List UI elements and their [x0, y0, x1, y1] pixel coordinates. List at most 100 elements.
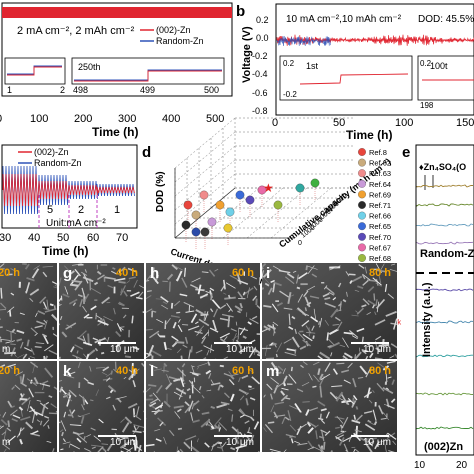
reference-sphere	[225, 207, 235, 217]
sem-panel-letter: k	[63, 363, 72, 380]
panel-c-xtick-60: 60	[87, 232, 99, 244]
reference-sphere	[235, 190, 245, 200]
sem-scale-bar	[98, 435, 136, 437]
panel-c-xtick-70: 70	[116, 232, 128, 244]
panel-e-letter: e	[402, 144, 410, 161]
panel-e-peak-label: ♦Zn₄SO₄(O	[419, 162, 466, 172]
panel-b-xtick-0: 0	[272, 117, 278, 129]
legend-label: Ref.8	[369, 148, 387, 157]
panel-b-inset-1-tick-bottom: -0.2	[283, 90, 297, 99]
sem-time-label: 20 h	[0, 267, 21, 279]
panel-a-xtick-100: 100	[30, 113, 48, 125]
panel-b-ytick-5: -0.6	[252, 88, 268, 98]
panel-c-legend-1: (002)-Zn	[34, 147, 69, 157]
panel-b-inset-1	[279, 55, 413, 101]
panel-a-voltage-band	[2, 7, 232, 18]
reference-sphere	[295, 183, 305, 193]
panel-c-rate-1: 1	[114, 204, 120, 216]
sem-time-label: 40 h	[115, 267, 138, 279]
panel-a-inset-left-tick-1: 1	[7, 85, 12, 95]
reference-sphere	[223, 223, 233, 233]
panel-b-ytick-3: -0.2	[252, 51, 268, 61]
xrd-trace	[416, 288, 474, 292]
panel-a-inset-right-tick-3: 500	[204, 85, 219, 95]
panel-e-random-label: Random-Z	[420, 248, 474, 260]
sem-scale-label: 10 μm	[226, 344, 254, 355]
sem-scale-label: 10 μm	[363, 344, 391, 355]
panel-a-inset-left-tick-2: 2	[60, 85, 65, 95]
legend-sphere	[358, 179, 366, 188]
xrd-trace	[416, 426, 474, 430]
panel-c: (002)-Zn Random-Zn 5 2 1 Unit:mA cm⁻² 30…	[0, 144, 138, 258]
panel-b-xtick-50: 50	[333, 117, 345, 129]
legend-label: Ref.66	[369, 212, 391, 221]
sem-scale-label: m	[2, 344, 11, 355]
panel-a-inset-right-tick-2: 499	[140, 85, 155, 95]
legend-sphere	[358, 222, 366, 231]
panel-a-legend-1: (002)-Zn	[156, 25, 191, 35]
reference-sphere	[191, 227, 201, 237]
panel-a-xlabel: Time (h)	[92, 125, 138, 139]
panel-b: b Voltage (V) 0.2 0.0 -0.2 -0.4 -0.6 -0.…	[236, 3, 474, 142]
sem-scale-label: m	[2, 437, 11, 448]
panel-b-inset-2-tick-top: 0.2	[420, 59, 432, 68]
sem-texture	[0, 263, 57, 359]
legend-sphere	[358, 232, 366, 241]
reference-sphere	[273, 200, 283, 210]
sem-panel-letter: g	[63, 265, 73, 282]
panel-c-legend-2: Random-Zn	[34, 158, 82, 168]
sem-panel-letter: m	[266, 363, 280, 380]
panel-a-xtick-0: 0	[0, 113, 2, 125]
sem-scale-bar	[351, 342, 389, 344]
reference-sphere	[191, 210, 201, 220]
this-work-star-icon: ★	[263, 181, 274, 195]
panel-b-condition: 10 mA cm⁻²,10 mAh cm⁻²	[286, 14, 402, 25]
panel-b-xtick-100: 100	[395, 117, 413, 129]
sem-panel-letter: h	[150, 265, 160, 282]
legend-sphere	[358, 158, 366, 167]
panel-a-xtick-300: 300	[118, 113, 136, 125]
panel-b-inset-2-tick-bottom: 198	[420, 101, 434, 110]
sem-panel-letter: i	[266, 265, 271, 282]
panel-a-inset-right-tick-1: 498	[73, 85, 88, 95]
xrd-trace	[416, 354, 473, 358]
legend-label: Ref.62	[369, 159, 391, 168]
panel-a-legend-2: Random-Zn	[156, 36, 204, 46]
xrd-trace	[416, 203, 474, 207]
panel-c-unit: Unit:mA cm⁻²	[46, 218, 106, 229]
panel-b-dod: DOD: 45.5%	[418, 14, 474, 25]
panel-d-3d-grid	[174, 117, 356, 239]
panel-c-rate-5: 5	[47, 204, 53, 216]
panel-a-inset-right-label: 250th	[78, 62, 101, 72]
xrd-trace	[416, 392, 474, 396]
panel-c-xtick-40: 40	[28, 232, 40, 244]
panel-d-reference-spheres: ★	[181, 178, 320, 250]
panel-b-inset-2	[417, 55, 474, 101]
reference-sphere	[200, 227, 210, 237]
panel-b-inset-1-tick-top: 0.2	[283, 59, 295, 68]
legend-sphere	[358, 190, 366, 199]
legend-sphere	[358, 148, 366, 156]
legend-label: Ref.63	[369, 169, 391, 178]
reference-sphere	[183, 200, 193, 210]
legend-label: Ref.67	[369, 243, 391, 252]
panel-b-ytick-6: -0.8	[252, 106, 268, 116]
reference-sphere	[257, 185, 267, 195]
sem-scale-label: 10 μm	[110, 344, 138, 355]
legend-label: Ref.65	[369, 222, 391, 231]
panel-a-xtick-200: 200	[74, 113, 92, 125]
panel-c-rate-2: 2	[78, 204, 84, 216]
sem-scale-label: 10 μm	[110, 437, 138, 448]
panel-a: 2 mA cm⁻², 2 mAh cm⁻² (002)-Zn Random-Zn…	[0, 2, 233, 139]
reference-sphere	[245, 195, 255, 205]
legend-label: Ref.70	[369, 233, 391, 242]
legend-sphere	[358, 201, 366, 209]
xrd-trace	[416, 184, 473, 188]
reference-sphere	[310, 178, 320, 188]
sem-time-label: 80 h	[368, 365, 391, 377]
sem-image-j: 20 h m	[0, 361, 57, 452]
reference-sphere	[181, 220, 191, 230]
panel-a-inset-left	[4, 57, 66, 85]
panel-d-letter: d	[142, 144, 151, 161]
